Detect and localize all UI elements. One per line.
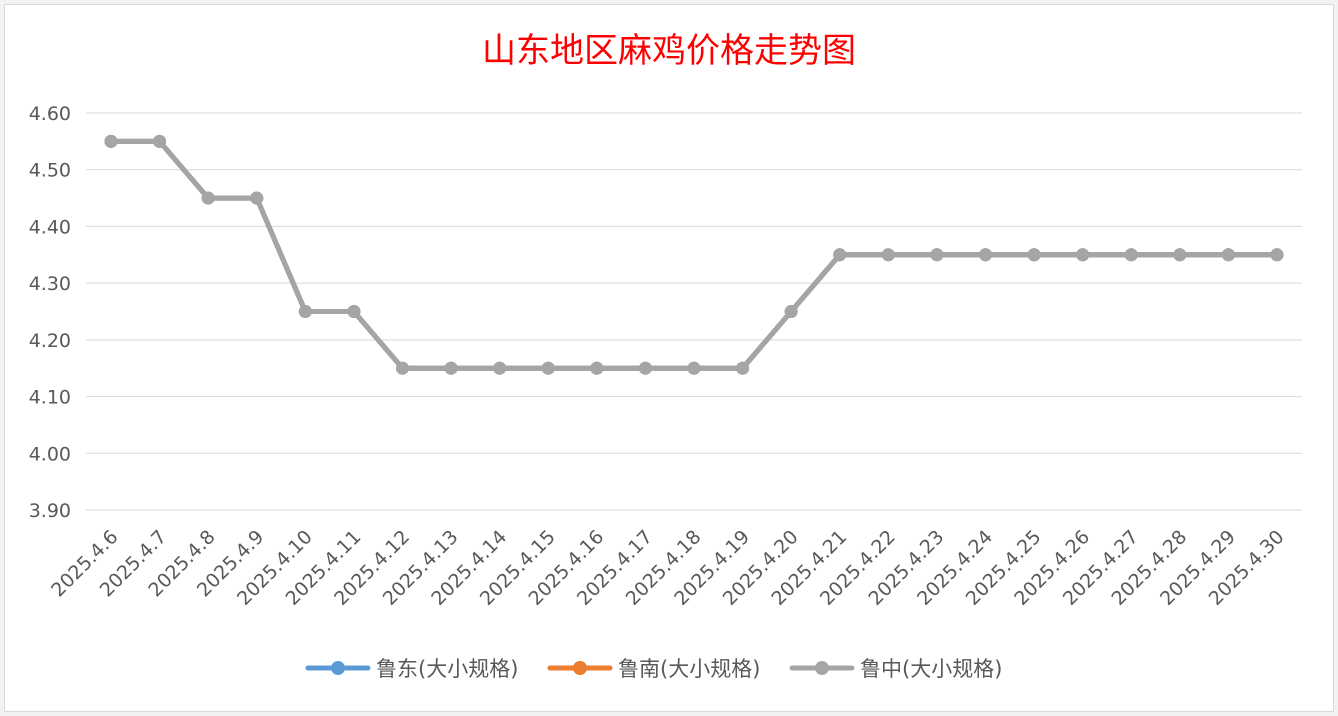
data-point [736,361,750,375]
data-point [541,361,555,375]
data-point [1124,248,1138,262]
chart-area[interactable] [4,4,1334,712]
legend-label: 鲁东(大小规格) [376,657,518,681]
data-point [930,248,944,262]
data-point [298,305,312,318]
data-point [396,361,409,375]
y-tick-label: 4.00 [29,443,71,465]
legend-label: 鲁中(大小规格) [860,657,1002,681]
data-point [881,248,895,262]
data-point [979,248,992,262]
data-point [833,248,847,262]
data-point [201,191,215,205]
data-point [590,361,604,375]
legend-label: 鲁南(大小规格) [618,657,760,681]
series-line [108,138,1280,371]
data-point [1027,248,1041,262]
y-tick-label: 4.10 [29,387,71,409]
legend-item[interactable]: 鲁南(大小规格) [547,657,760,681]
data-point [444,361,458,375]
data-point [347,305,361,318]
data-point [784,305,798,318]
data-point [638,361,652,375]
gridlines [86,112,1302,511]
data-point [153,134,167,148]
x-axis-tick-labels: 2025.4.62025.4.72025.4.82025.4.92025.4.1… [47,526,1288,610]
legend-dot-marker [331,661,345,675]
data-point [1270,248,1284,262]
data-point [1076,248,1090,262]
y-tick-label: 3.90 [29,500,71,522]
series-lines [104,134,1284,375]
y-tick-label: 4.60 [29,103,71,125]
legend-item[interactable]: 鲁中(大小规格) [789,657,1002,681]
y-axis-tick-labels: 4.60 4.50 4.40 4.30 4.20 4.10 4.00 3.90 [29,103,71,522]
legend-item[interactable]: 鲁东(大小规格) [305,657,518,681]
series-3 [104,134,1284,375]
legend[interactable]: 鲁东(大小规格) 鲁南(大小规格) 鲁中(大小规格) [305,657,1002,681]
data-point [493,361,507,375]
y-tick-label: 4.20 [29,330,71,352]
legend-dot-marker [815,661,829,675]
y-tick-label: 4.30 [29,273,71,295]
data-point [104,134,118,148]
data-point [1221,248,1235,262]
y-tick-label: 4.50 [29,160,71,182]
legend-dot-marker [573,661,587,675]
data-point [250,191,264,205]
chart-title: 山东地区麻鸡价格走势图 [482,31,856,71]
y-tick-label: 4.40 [29,216,71,238]
data-point [1173,248,1187,262]
data-point [687,361,701,375]
